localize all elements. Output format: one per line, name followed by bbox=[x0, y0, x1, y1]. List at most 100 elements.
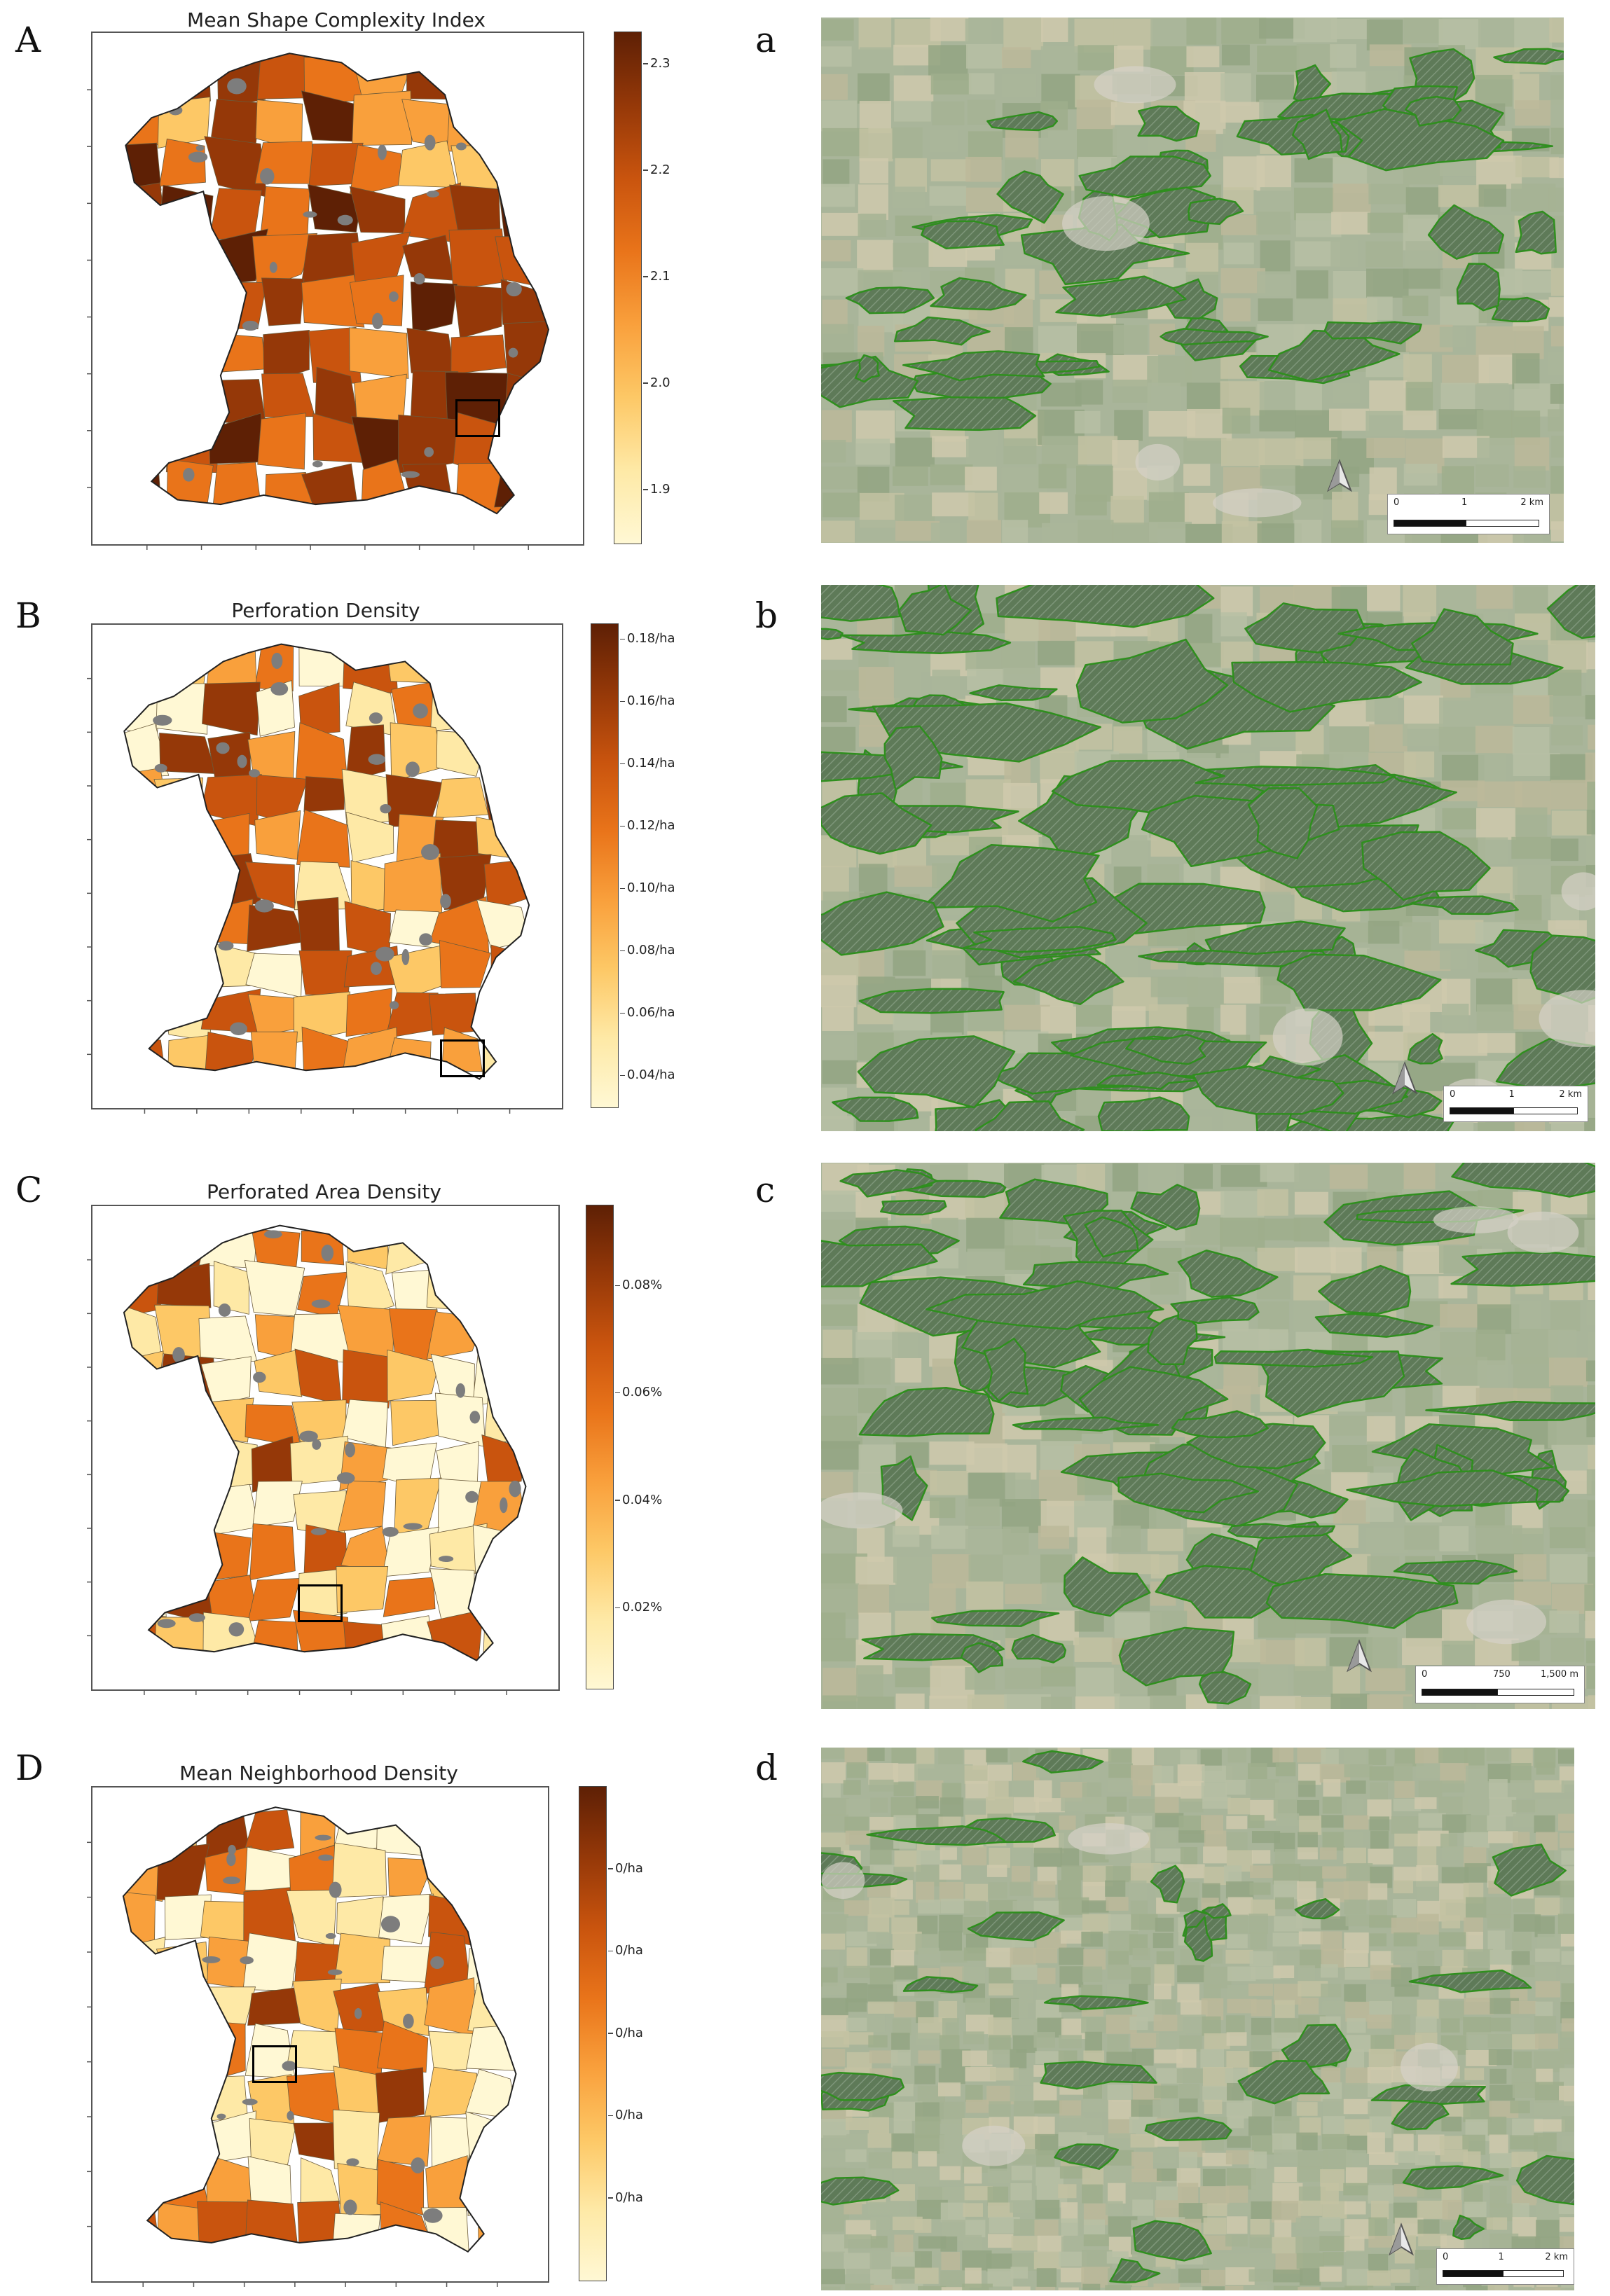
scale-bar: 0 1 2 km bbox=[1387, 494, 1550, 534]
urban-area bbox=[216, 742, 230, 754]
district-region bbox=[502, 136, 547, 191]
district-region bbox=[157, 1437, 206, 1493]
district-region bbox=[435, 777, 489, 819]
district-region bbox=[473, 1896, 516, 1941]
district-region bbox=[207, 282, 268, 329]
district-region bbox=[157, 233, 206, 290]
forest-patch bbox=[1452, 2214, 1485, 2240]
district-region bbox=[292, 1979, 342, 2034]
scale-segment bbox=[1394, 520, 1467, 527]
district-region bbox=[507, 58, 549, 97]
scale-label: 1 bbox=[1461, 497, 1468, 508]
district-region bbox=[478, 1567, 526, 1621]
district-region bbox=[243, 1809, 295, 1854]
colorbar bbox=[579, 1786, 607, 2281]
district-region bbox=[376, 1807, 434, 1857]
forest-patch bbox=[1022, 1261, 1169, 1291]
scale-label: 2 km bbox=[1545, 2252, 1568, 2262]
urban-area bbox=[311, 1299, 331, 1308]
district-region bbox=[123, 1891, 156, 1946]
settlement bbox=[821, 1492, 903, 1529]
district-region bbox=[480, 1226, 523, 1273]
urban-area bbox=[282, 2061, 297, 2071]
district-region bbox=[165, 53, 211, 107]
colorbar-tick-label: 0.08% bbox=[614, 1278, 663, 1292]
forest-patch bbox=[1150, 1865, 1185, 1904]
forest-patch bbox=[866, 1825, 1007, 1846]
map-title: Mean Shape Complexity Index bbox=[187, 8, 486, 32]
north-arrow-icon bbox=[1389, 2222, 1414, 2256]
urban-area bbox=[403, 2013, 414, 2029]
urban-area bbox=[318, 1854, 333, 1861]
district-region bbox=[160, 644, 208, 688]
district-region bbox=[158, 1407, 215, 1446]
forest-patch bbox=[1244, 602, 1366, 653]
urban-area bbox=[253, 1371, 266, 1383]
forest-patch bbox=[1054, 2143, 1120, 2170]
forest-patch bbox=[996, 170, 1064, 224]
colorbar-tick-label: 2.0 bbox=[643, 375, 670, 390]
urban-area bbox=[312, 1439, 322, 1450]
forest-patch bbox=[832, 1096, 919, 1122]
urban-area bbox=[299, 1430, 318, 1442]
urban-area bbox=[271, 652, 283, 670]
district-region bbox=[124, 859, 170, 903]
district-region bbox=[481, 1434, 525, 1488]
district-region bbox=[385, 644, 442, 684]
urban-area bbox=[188, 151, 208, 162]
forest-patch bbox=[1055, 275, 1187, 317]
district-region bbox=[123, 1350, 164, 1406]
scale-label: 0 bbox=[1422, 1669, 1428, 1680]
urban-area bbox=[455, 142, 467, 151]
forest-patch bbox=[1408, 1969, 1532, 1993]
forest-patch bbox=[1022, 1750, 1104, 1773]
forest-patch bbox=[1155, 1565, 1304, 1619]
urban-area bbox=[310, 1528, 326, 1535]
region-map bbox=[87, 1806, 517, 2287]
urban-area bbox=[183, 468, 195, 482]
forest-patch bbox=[983, 1337, 1029, 1402]
settlement bbox=[1061, 196, 1150, 251]
settlement bbox=[1068, 1823, 1150, 1855]
forest-patch bbox=[996, 585, 1215, 628]
forest-patch bbox=[1370, 2084, 1487, 2105]
forest-patch bbox=[1231, 661, 1422, 713]
district-region bbox=[493, 102, 545, 153]
forest-patch bbox=[1361, 831, 1491, 901]
study-area-box bbox=[455, 399, 500, 437]
colorbar-tick-label: 0/ha bbox=[608, 2025, 643, 2040]
urban-area bbox=[153, 714, 172, 726]
forest-patch bbox=[1198, 1671, 1252, 1705]
forest-patch bbox=[854, 354, 880, 383]
district-region bbox=[349, 275, 404, 326]
district-region bbox=[124, 896, 167, 949]
district-region bbox=[124, 768, 170, 824]
urban-area bbox=[157, 1619, 176, 1628]
urban-area bbox=[380, 803, 392, 814]
forest-patch bbox=[931, 1609, 1060, 1627]
urban-area bbox=[287, 2110, 294, 2121]
urban-area bbox=[382, 1526, 399, 1537]
district-region bbox=[159, 733, 216, 774]
scale-segment bbox=[1443, 2270, 1504, 2277]
district-region bbox=[303, 776, 345, 812]
district-region bbox=[332, 2213, 381, 2252]
forest-patch bbox=[1160, 328, 1269, 346]
district-region bbox=[383, 852, 443, 913]
urban-area bbox=[430, 1956, 444, 1970]
district-region bbox=[123, 2077, 166, 2126]
colorbar-tick-label: 0/ha bbox=[608, 2108, 643, 2122]
urban-area bbox=[154, 763, 167, 773]
district-region bbox=[390, 1399, 443, 1446]
forest-patch bbox=[1402, 2165, 1504, 2190]
scale-label: 1,500 m bbox=[1540, 1669, 1578, 1680]
scale-label: 1 bbox=[1498, 2252, 1504, 2262]
district-region bbox=[453, 53, 504, 106]
settlement bbox=[1212, 488, 1302, 518]
district-region bbox=[123, 1394, 165, 1447]
district-region bbox=[349, 186, 406, 233]
scale-label: 0 bbox=[1443, 2252, 1449, 2262]
urban-area bbox=[343, 2199, 357, 2215]
district-region bbox=[476, 1266, 525, 1321]
district-region bbox=[125, 279, 168, 333]
